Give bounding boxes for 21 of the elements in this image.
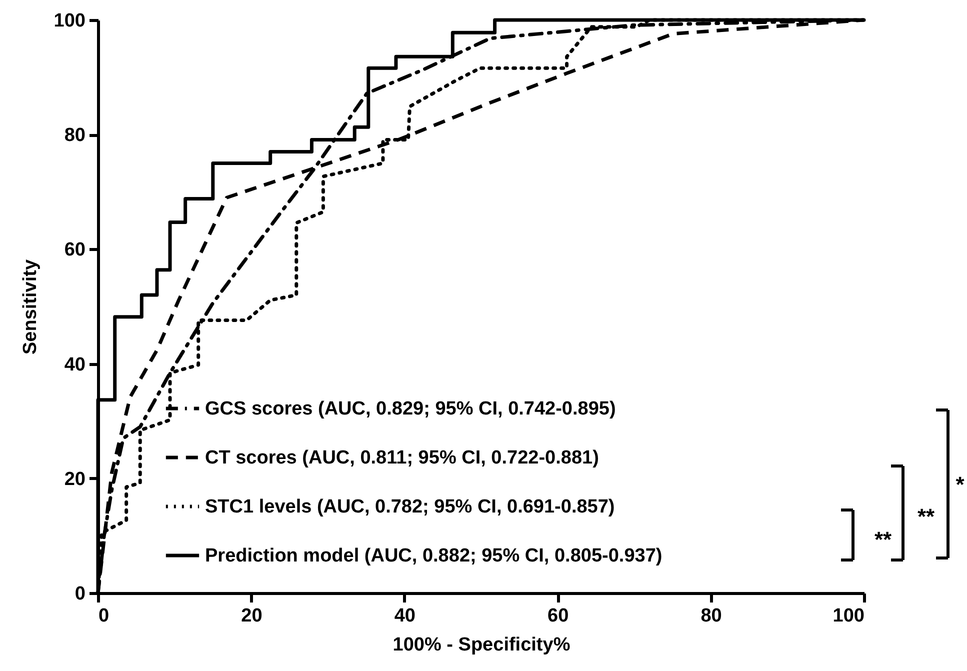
x-tick-label: 100 [832,606,864,626]
y-tick-label: 100 [54,10,86,32]
legend-label: STC1 levels (AUC, 0.782; 95% CI, 0.691-0.857) [205,496,615,518]
x-tick-label: 20 [241,606,262,626]
x-tick-label: 80 [700,606,722,626]
legend-label: Prediction model (AUC, 0.882; 95% CI, 0.805-0.937) [205,546,662,566]
legend-label: CT scores (AUC, 0.811; 95% CI, 0.722-0.881) [205,448,599,468]
y-tick-label: 60 [64,240,86,261]
y-tick-label: 0 [74,584,86,604]
x-tick-label: 60 [548,606,569,626]
x-tick-label: 0 [98,606,110,626]
y-axis-title: Sensitivity [20,259,41,355]
x-axis-title: 100% - Specificity% [392,634,570,656]
x-tick-label: 40 [394,606,416,626]
y-tick-label: 40 [64,354,86,376]
text: * [956,472,965,497]
y-tick-label: 80 [64,125,86,146]
text: ** [874,527,892,552]
y-tick-label: 20 [64,468,86,490]
legend-label: GCS scores (AUC, 0.829; 95% CI, 0.742-0.895) [205,398,616,420]
text: ** [917,504,935,529]
